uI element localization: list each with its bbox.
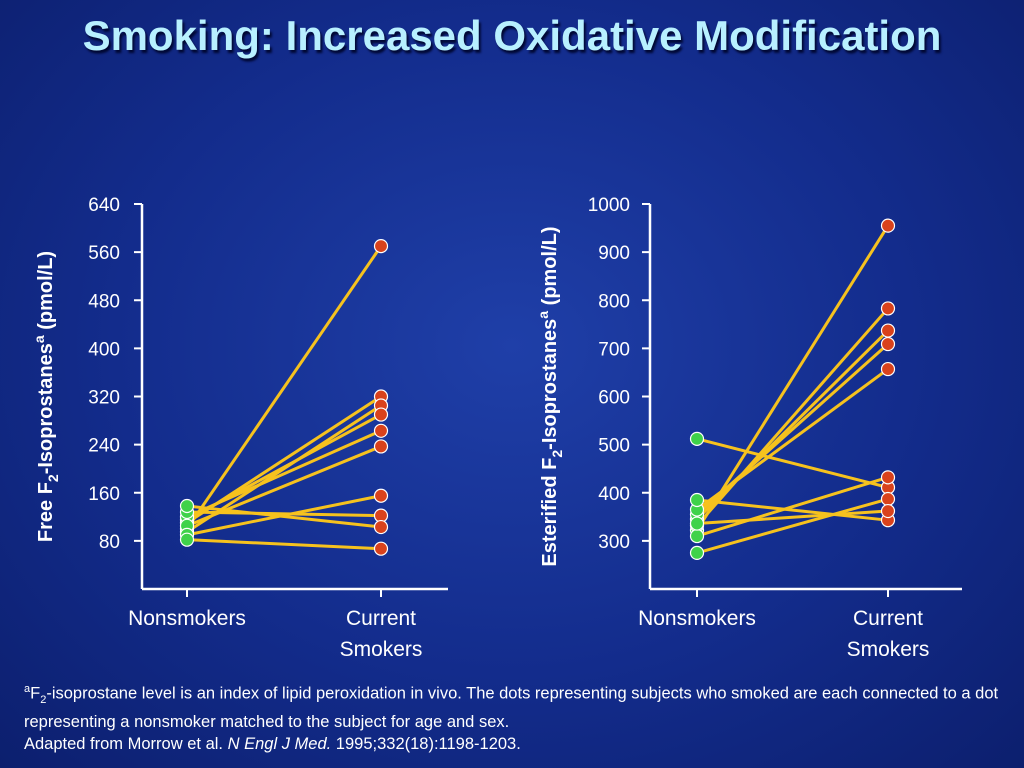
footnote-journal: N Engl J Med. xyxy=(227,734,332,753)
chart-1: 80 160 240 320 400 480 560 640 Nonsmokers Current… xyxy=(31,195,448,661)
pair-line xyxy=(186,510,382,518)
smoker-point xyxy=(880,470,896,485)
y-axis-title-post: (pmol/L) xyxy=(35,251,57,335)
pair-line xyxy=(696,475,889,538)
pair-line xyxy=(696,367,889,511)
y-tick-label: 240 xyxy=(88,436,120,457)
x-category-label: Smokers xyxy=(847,638,930,661)
smoker-point xyxy=(880,323,896,338)
x-category-label: Current xyxy=(853,607,923,630)
pair-line xyxy=(696,498,889,522)
pair-line xyxy=(185,245,383,530)
pair-line xyxy=(695,224,890,532)
footnote-f: F xyxy=(30,684,41,703)
smoker-point xyxy=(880,503,896,519)
x-category-label: Current xyxy=(346,607,416,630)
y-tick-label: 700 xyxy=(598,339,630,360)
smoker-point xyxy=(880,301,896,316)
smoker-point xyxy=(373,541,389,556)
smoker-point xyxy=(373,407,389,422)
nonsmoker-point xyxy=(179,532,195,547)
y-tick-label: 320 xyxy=(88,388,120,409)
footnote-ref-post: 1995;332(18):1198-1203. xyxy=(331,734,521,753)
smoker-point xyxy=(880,361,896,377)
slide-title: Smoking: Increased Oxidative Modificatio… xyxy=(82,12,942,59)
y-tick-label: 1000 xyxy=(588,195,630,216)
y-tick-label: 500 xyxy=(598,436,630,457)
pair-line xyxy=(696,497,889,555)
smoker-point xyxy=(880,218,896,233)
smoker-point xyxy=(880,491,896,507)
y-axis-title: Free F2-Isoprostanesa (pmol/L) xyxy=(31,251,61,542)
footnote-marker: a xyxy=(24,683,31,695)
y-axis-title-pre: Free F xyxy=(35,482,57,542)
y-tick-label: 400 xyxy=(598,484,630,505)
smoker-point xyxy=(373,439,389,454)
pair-line xyxy=(186,538,382,551)
chart-2: 300 400 500 600 700 800 900 1000 Nonsmokers Curre… xyxy=(535,195,962,661)
smoker-point xyxy=(373,423,389,438)
y-axis-title-sup: a xyxy=(31,335,47,343)
footnote-ref-pre: Adapted from Morrow et al. xyxy=(24,734,228,753)
y-axis-title-pre: Esterified F xyxy=(539,458,561,567)
y-axis-title-sub: 2 xyxy=(45,474,61,482)
nonsmoker-point xyxy=(689,516,705,531)
y-tick-label: 800 xyxy=(598,291,630,312)
smoker-point xyxy=(373,519,389,535)
y-axis-title-mid: -Isoprostanes xyxy=(35,343,57,474)
y-tick-label: 600 xyxy=(598,388,630,409)
y-tick-label: 560 xyxy=(88,243,120,264)
y-axis-title-mid: -Isoprostanes xyxy=(539,319,561,450)
y-axis-title-sub: 2 xyxy=(549,450,565,458)
nonsmoker-point xyxy=(179,498,195,514)
x-category-label: Nonsmokers xyxy=(128,607,246,630)
y-axis-title-post: (pmol/L) xyxy=(539,226,561,310)
y-tick-label: 80 xyxy=(99,532,120,553)
y-axis-title-sup: a xyxy=(535,311,551,319)
pair-line xyxy=(186,504,382,529)
smoker-point xyxy=(880,336,896,352)
smoker-point xyxy=(373,488,389,503)
nonsmoker-point xyxy=(689,431,705,446)
y-tick-label: 640 xyxy=(88,195,120,216)
y-tick-label: 400 xyxy=(88,339,120,360)
y-axis-title: Esterified F2-Isoprostanesa (pmol/L) xyxy=(535,226,565,566)
x-category-label: Nonsmokers xyxy=(638,607,756,630)
pair-line xyxy=(186,429,382,519)
y-tick-label: 900 xyxy=(598,243,630,264)
smoker-point xyxy=(373,239,389,254)
x-category-label: Smokers xyxy=(340,638,423,661)
pair-line xyxy=(696,509,889,526)
figure-charts: 80 160 240 320 400 480 560 640 Nonsmokers Current… xyxy=(31,195,962,661)
footnote-sub: 2 xyxy=(40,693,47,706)
nonsmoker-point xyxy=(689,492,705,508)
footnote-text: -isoprostane level is an index of lipid … xyxy=(24,684,999,731)
nonsmoker-point xyxy=(689,528,705,544)
y-tick-label: 160 xyxy=(88,484,120,505)
y-tick-label: 480 xyxy=(88,291,120,312)
nonsmoker-point xyxy=(689,545,705,561)
footnote: aF2-isoprostane level is an index of lip… xyxy=(24,678,1004,755)
pair-line xyxy=(696,437,889,489)
y-tick-label: 300 xyxy=(598,532,630,553)
pair-line xyxy=(695,329,890,521)
